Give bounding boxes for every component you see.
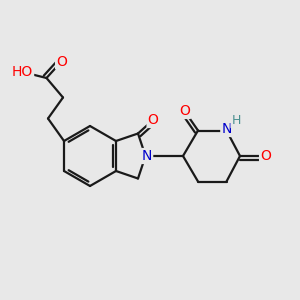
Text: H: H (231, 114, 241, 128)
Text: O: O (148, 113, 158, 127)
Text: O: O (56, 55, 67, 68)
Text: N: N (142, 149, 152, 163)
Text: O: O (260, 149, 271, 163)
Text: O: O (179, 104, 190, 118)
Text: N: N (221, 122, 232, 136)
Text: HO: HO (12, 65, 33, 79)
